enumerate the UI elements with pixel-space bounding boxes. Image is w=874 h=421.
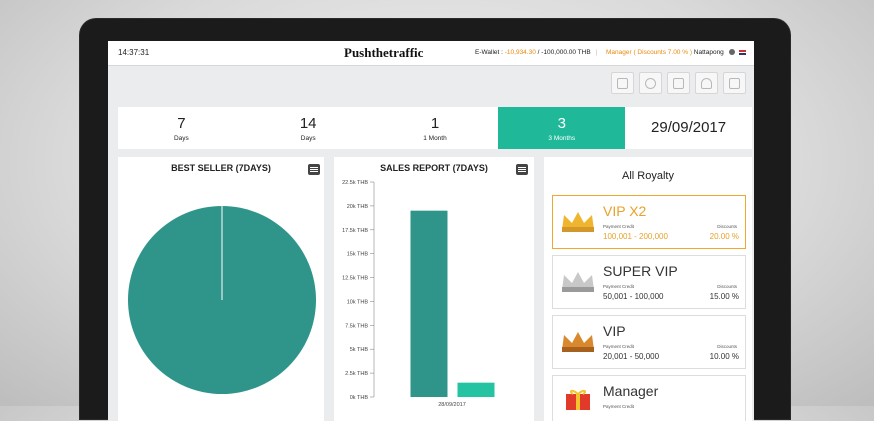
period-unit: 1 Month [423, 135, 447, 142]
period-unit: 3 Months [548, 135, 576, 142]
discount-label: Discounts [717, 224, 737, 229]
discount-label: Discounts [717, 284, 737, 289]
copy-icon[interactable] [611, 72, 634, 94]
tier-super-vip[interactable]: SUPER VIP Payment Credit 50,001 - 100,00… [552, 255, 746, 309]
wallet-label: E-Wallet : [475, 49, 503, 56]
menu-icon[interactable] [516, 164, 528, 175]
gift-icon [566, 389, 590, 410]
current-date: 29/09/2017 [651, 119, 727, 136]
best-seller-title: BEST SELLER (7DAYS) [171, 163, 271, 173]
credit-label: Payment Credit [603, 404, 635, 409]
y-tick-label: 5k THB [350, 347, 369, 353]
info-icon[interactable] [639, 72, 662, 94]
uk-flag-icon[interactable] [739, 49, 747, 55]
y-tick-label: 10k THB [347, 299, 369, 305]
tier-manager[interactable]: Manager Payment Credit [552, 375, 746, 421]
document-icon[interactable] [723, 72, 746, 94]
y-tick-label: 22.5k THB [342, 180, 368, 186]
period-unit: Days [300, 135, 316, 142]
discount-value: 20.00 % [709, 232, 739, 241]
credit-label: Payment Credit [603, 344, 635, 349]
credit-range: 20,001 - 50,000 [603, 352, 660, 361]
tier-vip-x2[interactable]: VIP X2 Payment Credit 100,001 - 200,000 … [552, 195, 746, 249]
period-number: 7 [177, 115, 186, 132]
discount-value: 10.00 % [709, 352, 739, 361]
period-number: 3 [557, 115, 566, 132]
period-1-month[interactable]: 1 1 Month [372, 107, 499, 149]
pie-chart [128, 206, 316, 394]
clock: 14:37:31 [118, 48, 150, 57]
bar[interactable] [457, 382, 495, 397]
bar[interactable] [410, 210, 448, 397]
screen: 14:37:31 Pushthetraffic E-Wallet : -10,9… [108, 41, 754, 421]
royalty-card: All Royalty VIP X2 Payment Credit 100,00… [544, 157, 752, 421]
credit-range: 50,001 - 100,000 [603, 292, 664, 301]
period-number: 1 [430, 115, 440, 132]
y-tick-label: 0k THB [350, 395, 369, 401]
top-bar: 14:37:31 Pushthetraffic E-Wallet : -10,9… [108, 41, 754, 66]
wallet-balance: -10,934.30 [504, 49, 536, 56]
period-selector: 7 Days 14 Days 1 1 Month 3 3 Months 29/0… [118, 107, 752, 149]
bar-chart: 0k THB 2.5k THB 5k THB 7.5k THB 10k THB 12.5k… [342, 180, 495, 408]
period-unit: Days [173, 135, 189, 142]
y-tick-label: 17.5k THB [342, 228, 368, 234]
power-icon[interactable] [728, 49, 735, 56]
y-tick-label: 12.5k THB [342, 276, 368, 282]
tier-name: Manager [603, 383, 659, 399]
tier-name: SUPER VIP [603, 263, 678, 279]
period-number: 14 [299, 115, 317, 132]
crown-icon [562, 272, 594, 292]
discount-label: Discounts [717, 344, 737, 349]
period-14-days[interactable]: 14 Days [245, 107, 372, 149]
discount-value: 15.00 % [709, 292, 739, 301]
x-tick-label: 28/09/2017 [438, 402, 466, 408]
credit-label: Payment Credit [603, 224, 635, 229]
y-tick-label: 20k THB [347, 204, 369, 210]
y-tick-label: 7.5k THB [345, 323, 368, 329]
brand-title: Pushthetraffic [344, 45, 424, 60]
crown-icon [562, 332, 594, 352]
divider: | [595, 49, 598, 56]
user-icon[interactable] [695, 72, 718, 94]
sales-report-title: SALES REPORT (7DAYS) [380, 163, 488, 173]
sales-report-card: SALES REPORT (7DAYS) 0k THB 2.5k THB 5k TH… [334, 157, 534, 421]
period-3-months[interactable]: 3 3 Months [498, 107, 626, 149]
y-tick-label: 2.5k THB [345, 371, 368, 377]
cart-icon[interactable] [667, 72, 690, 94]
wallet-slash: / [537, 49, 540, 56]
role-badge[interactable]: Manager ( Discounts 7.00 % ) [606, 49, 692, 56]
wallet-info: E-Wallet : -10,934.30 / -100,000.00 THB … [475, 49, 747, 56]
tier-name: VIP [603, 323, 626, 339]
username[interactable]: Nattapong [693, 49, 724, 56]
tier-vip[interactable]: VIP Payment Credit 20,001 - 50,000 Disco… [552, 315, 746, 369]
tier-name: VIP X2 [603, 203, 647, 219]
royalty-title: All Royalty [622, 170, 674, 182]
crown-icon [562, 212, 594, 232]
wallet-limit: -100,000.00 THB [541, 49, 591, 56]
y-tick-label: 15k THB [347, 252, 369, 258]
toolbar [611, 72, 746, 94]
laptop-frame: 14:37:31 Pushthetraffic E-Wallet : -10,9… [80, 19, 790, 421]
menu-icon[interactable] [308, 164, 320, 175]
credit-range: 100,001 - 200,000 [603, 232, 668, 241]
credit-label: Payment Credit [603, 284, 635, 289]
best-seller-card: BEST SELLER (7DAYS) [118, 157, 324, 421]
period-7-days[interactable]: 7 Days [118, 107, 245, 149]
